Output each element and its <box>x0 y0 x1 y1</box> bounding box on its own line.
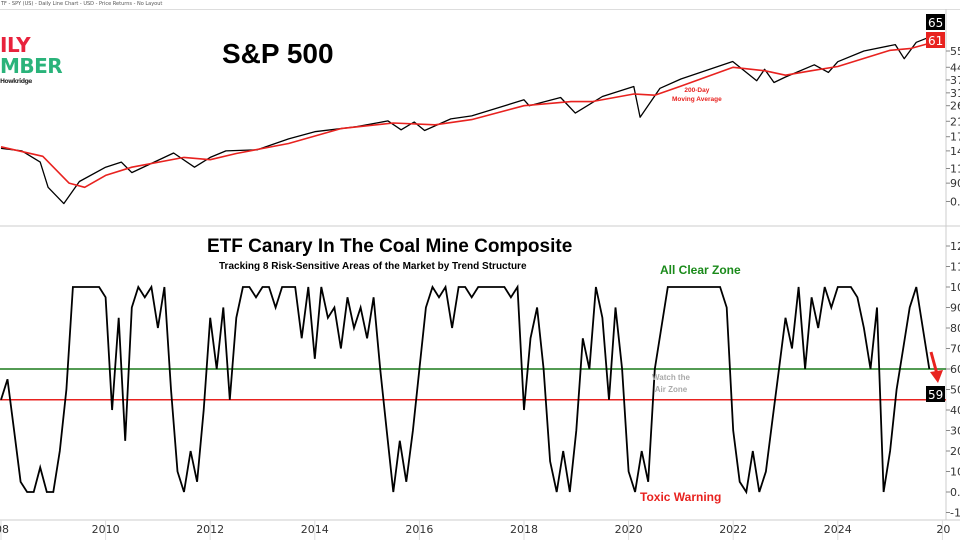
x-tick-label: 20 <box>936 523 950 536</box>
bottom-y-tick-label: 70 <box>950 343 960 356</box>
bottom-y-tick-label: 10 <box>950 466 960 479</box>
red-arrow-head-icon <box>930 370 943 383</box>
bottom-y-tick-label: 60 <box>950 363 960 376</box>
logo-line-2: MBER <box>0 54 63 78</box>
bottom-y-tick-label: 50 <box>950 384 960 397</box>
x-tick-label: 2016 <box>405 523 433 536</box>
top-y-tick-label: 44 <box>950 61 960 74</box>
top-y-tick-label: 90 <box>950 177 960 190</box>
top-y-tick-label: 14 <box>950 145 960 158</box>
x-tick-label: 2022 <box>719 523 747 536</box>
composite-badge <box>926 386 945 402</box>
logo-line-1: ILY <box>0 33 31 57</box>
bottom-chart-subtitle: Tracking 8 Risk-Sensitive Areas of the M… <box>219 261 527 272</box>
top-y-tick-label: 55 <box>950 45 960 58</box>
price-badge-label: 61 <box>928 34 943 48</box>
composite-badge-label: 59 <box>928 388 943 402</box>
red-arrow-icon <box>929 351 939 375</box>
toxic-warning-label: Toxic Warning <box>640 490 722 504</box>
top-y-tick-label: 17 <box>950 131 960 144</box>
bottom-y-tick-label: 30 <box>950 425 960 438</box>
chart-header: TF - SPY (US) - Daily Line Chart - USD -… <box>0 0 960 10</box>
top-y-tick-label: 31 <box>950 87 960 100</box>
price-badge <box>926 32 945 48</box>
bottom-y-tick-label: 40 <box>950 404 960 417</box>
logo-line-3: Howkridge <box>0 78 32 85</box>
bottom-y-tick-label: 90 <box>950 302 960 315</box>
bottom-y-tick-label: 80 <box>950 322 960 335</box>
bottom-y-tick-label: 0. <box>950 486 960 499</box>
x-tick-label: 2020 <box>615 523 643 536</box>
top-y-tick-label: 26 <box>950 100 960 113</box>
x-tick-label: 08 <box>0 523 9 536</box>
top-y-tick-label: 21 <box>950 115 960 128</box>
x-tick-label: 2010 <box>92 523 120 536</box>
watch-line1: Watch the <box>652 373 690 382</box>
bottom-y-tick-label: 12 <box>950 240 960 253</box>
price-badge-label: 65 <box>928 16 943 30</box>
top-y-tick-label: 37 <box>950 74 960 87</box>
bottom-y-tick-label: 11 <box>950 261 960 274</box>
top-chart-title: S&P 500 <box>222 38 334 69</box>
all-clear-zone-label: All Clear Zone <box>660 263 741 277</box>
spy-price-line <box>0 37 927 205</box>
bottom-chart-title: ETF Canary In The Coal Mine Composite <box>207 236 573 257</box>
bottom-y-tick-label: 10 <box>950 281 960 294</box>
ma-annotation-line2: Moving Average <box>672 96 722 103</box>
ma-200-line <box>0 42 930 189</box>
top-y-tick-label: 0. <box>950 195 960 208</box>
bottom-y-tick-label: -1 <box>950 507 960 520</box>
x-tick-label: 2018 <box>510 523 538 536</box>
price-badge <box>926 14 945 30</box>
watch-line2: Air Zone <box>654 385 688 394</box>
ma-annotation: 200-Day Moving Average <box>672 86 722 104</box>
x-tick-label: 2014 <box>301 523 329 536</box>
x-tick-label: 2012 <box>196 523 224 536</box>
top-y-tick-label: 11 <box>950 162 960 175</box>
bottom-y-tick-label: 20 <box>950 445 960 458</box>
composite-line <box>0 284 931 495</box>
watch-air-zone-label: Watch the Air Zone <box>652 372 690 396</box>
ma-annotation-line1: 200-Day <box>684 87 710 94</box>
x-tick-label: 2024 <box>824 523 852 536</box>
